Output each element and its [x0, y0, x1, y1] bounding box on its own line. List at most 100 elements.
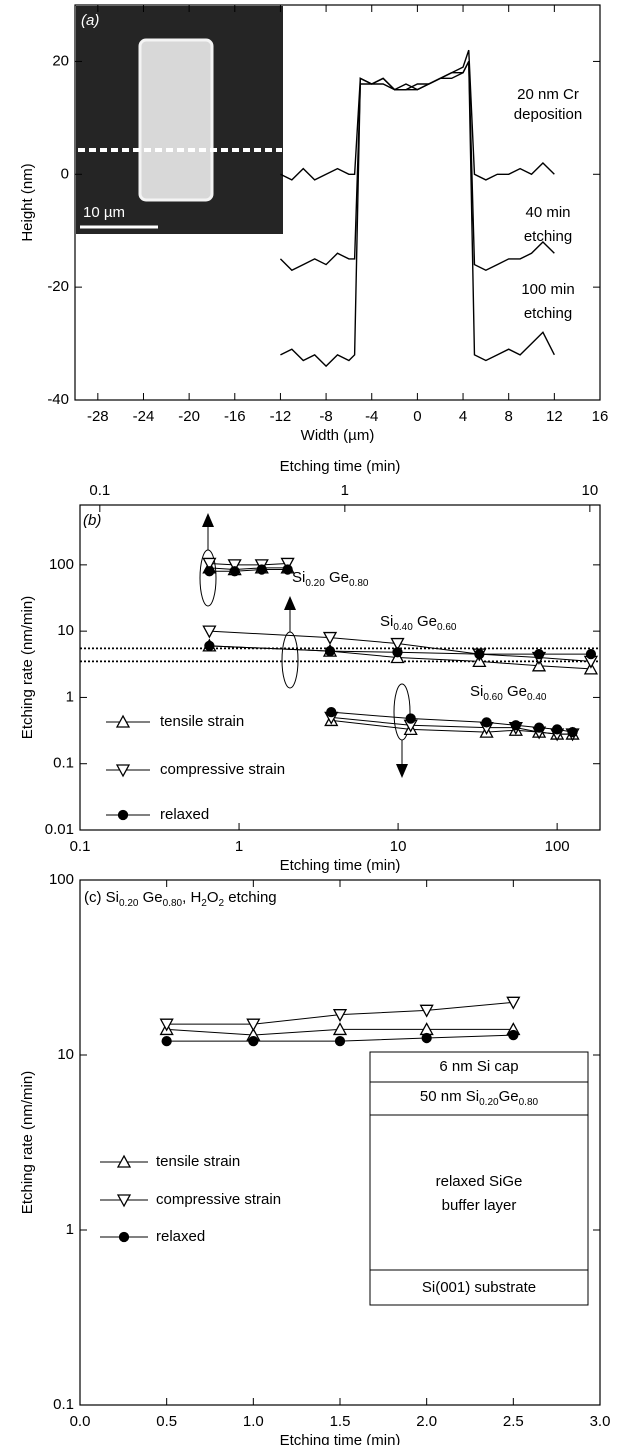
layer-label: buffer layer — [442, 1197, 517, 1214]
series-line — [209, 567, 288, 571]
legend-label: compressive strain — [160, 761, 285, 778]
axis-arrow-head — [284, 596, 296, 610]
x-tick-label: -4 — [365, 408, 378, 425]
x-tick-label: 3.0 — [590, 1413, 611, 1430]
point — [161, 1035, 172, 1047]
x-tick-label: -12 — [270, 408, 292, 425]
text-part: Si — [292, 569, 305, 586]
subscript: 2 — [201, 898, 207, 909]
subscript: 0.80 — [519, 1097, 539, 1108]
point — [202, 557, 217, 571]
y-axis-label: Etching rate (nm/min) — [19, 1071, 36, 1214]
point — [280, 557, 295, 571]
text-part: Si — [470, 683, 483, 700]
point — [419, 1004, 434, 1018]
x-axis-label: Width (µm) — [301, 427, 375, 444]
scale-bar-label: 10 µm — [83, 204, 125, 221]
point — [551, 724, 563, 735]
panel-title: (c) Si0.20 Ge0.80, H2O2 etching — [84, 889, 277, 909]
text-part: Ge — [499, 1088, 519, 1105]
profile-line — [280, 61, 555, 368]
series-annotation: etching — [524, 305, 572, 322]
series-annotation: deposition — [514, 106, 582, 123]
y-axis-label: Height (nm) — [19, 163, 36, 241]
x-tick-label: 2.0 — [416, 1413, 437, 1430]
point — [256, 564, 267, 575]
point — [405, 713, 416, 724]
text-part: etching — [224, 889, 277, 906]
series-annotation: 100 min — [521, 281, 574, 298]
series-line — [209, 569, 288, 572]
series-annotation: etching — [524, 228, 572, 245]
legend-marker — [115, 714, 131, 728]
text-part: Si(001) substrate — [422, 1279, 536, 1296]
x2-tick-label: 10 — [582, 482, 599, 499]
layer-label: 50 nm Si0.20Ge0.80 — [420, 1088, 539, 1108]
x2-tick-label: 0.1 — [89, 482, 110, 499]
group-label: Si0.60 Ge0.40 — [470, 683, 547, 703]
subscript: 0.60 — [437, 622, 457, 633]
point — [229, 566, 240, 577]
layer-stack — [369, 1051, 589, 1306]
point — [510, 720, 521, 731]
point — [204, 566, 215, 577]
y-axis-label: Etching rate (nm/min) — [19, 596, 36, 739]
x-tick-label: -8 — [319, 408, 332, 425]
x-tick-label: 4 — [459, 408, 467, 425]
plot-frame — [74, 4, 601, 401]
y-tick-label: 0.1 — [53, 1396, 74, 1413]
y-tick-label: 1 — [66, 688, 74, 705]
point — [324, 645, 336, 657]
x-tick-label: 10 — [390, 838, 407, 855]
layer-label: relaxed SiGe — [436, 1173, 523, 1190]
legend-label: relaxed — [156, 1228, 205, 1245]
legend-marker — [115, 764, 131, 778]
point — [227, 559, 242, 573]
axis-arrow-head — [202, 513, 214, 527]
text-part: Ge — [138, 889, 162, 906]
series-annotation: 40 min — [525, 204, 570, 221]
point — [326, 706, 337, 718]
x-tick-label: 1 — [235, 838, 243, 855]
subscript: 0.20 — [119, 898, 139, 909]
y-tick-label: 10 — [57, 622, 74, 639]
x-tick-label: 1.0 — [243, 1413, 264, 1430]
text-part: 6 nm Si cap — [439, 1058, 518, 1075]
point — [202, 625, 217, 639]
point — [159, 1018, 174, 1032]
legend-marker — [116, 1154, 132, 1168]
text-part: (c) Si — [84, 889, 119, 906]
point — [248, 1035, 259, 1047]
series-line — [209, 630, 591, 662]
y-tick-label: -40 — [47, 391, 69, 408]
subscript: 0.80 — [163, 898, 183, 909]
legend-marker — [118, 1231, 130, 1243]
y-tick-label: 1 — [66, 1221, 74, 1238]
x-tick-label: 100 — [545, 838, 570, 855]
point — [585, 648, 597, 660]
point — [567, 726, 578, 738]
x-axis-label: Etching time (min) — [280, 1432, 401, 1445]
subscript: 0.40 — [393, 622, 413, 633]
text-part: Si — [380, 613, 393, 630]
series-annotation: 20 nm Cr — [517, 86, 579, 103]
point — [246, 1018, 261, 1032]
x2-axis-label: Etching time (min) — [280, 458, 401, 475]
point — [533, 648, 545, 660]
y-tick-label: 0.1 — [53, 755, 74, 772]
plot-frame — [79, 504, 601, 831]
y-tick-label: 100 — [49, 871, 74, 888]
panel-label: (b) — [83, 512, 101, 529]
legend-label: tensile strain — [156, 1153, 240, 1170]
text-part: Ge — [413, 613, 437, 630]
axis-arrow-head — [396, 764, 408, 778]
point — [390, 637, 405, 651]
panel-label: (a) — [81, 12, 99, 29]
layer-label: 6 nm Si cap — [439, 1058, 518, 1075]
legend-label: compressive strain — [156, 1191, 281, 1208]
subscript: 0.60 — [483, 692, 503, 703]
subscript: 2 — [219, 898, 225, 909]
x-tick-label: 1.5 — [330, 1413, 351, 1430]
point — [332, 1022, 348, 1036]
